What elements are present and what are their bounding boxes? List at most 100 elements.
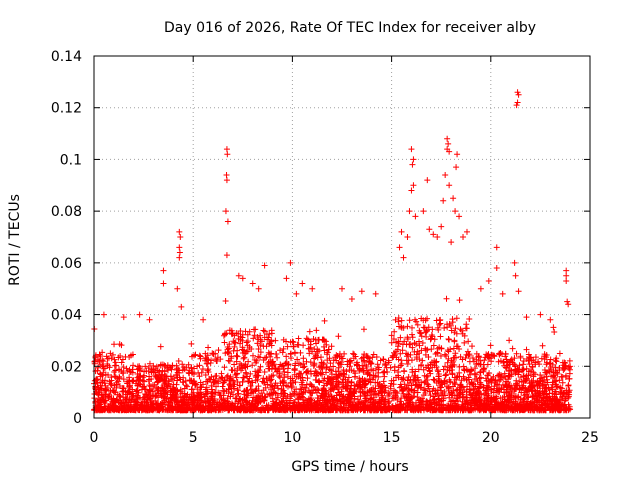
data-point xyxy=(215,347,222,354)
data-point xyxy=(514,394,521,401)
data-point xyxy=(523,314,530,321)
data-point xyxy=(181,385,188,392)
data-point xyxy=(351,382,358,389)
data-point xyxy=(392,316,399,323)
data-point xyxy=(433,402,440,409)
data-point xyxy=(299,374,306,381)
data-point xyxy=(385,359,392,366)
data-point xyxy=(206,375,213,382)
data-point xyxy=(474,406,481,413)
data-point xyxy=(172,395,179,402)
data-point xyxy=(338,396,345,403)
data-point xyxy=(136,376,143,383)
data-point xyxy=(166,364,173,371)
data-point xyxy=(457,381,464,388)
data-point xyxy=(106,364,113,371)
data-point xyxy=(213,383,220,390)
data-point xyxy=(278,405,285,412)
data-point xyxy=(297,385,304,392)
data-point xyxy=(155,394,162,401)
data-point xyxy=(472,371,479,378)
data-point xyxy=(467,407,474,414)
data-point xyxy=(204,367,211,374)
data-point xyxy=(454,397,461,404)
data-point xyxy=(407,406,414,413)
data-point xyxy=(333,373,340,380)
data-point xyxy=(224,349,231,356)
data-point xyxy=(189,406,196,413)
y-tick-label: 0.14 xyxy=(51,49,82,65)
data-point xyxy=(408,357,415,364)
data-point xyxy=(381,368,388,375)
data-point xyxy=(469,354,476,361)
data-point xyxy=(433,317,440,324)
data-point xyxy=(410,378,417,385)
data-point xyxy=(391,363,398,370)
data-point xyxy=(279,399,286,406)
data-point xyxy=(401,338,408,345)
data-point xyxy=(543,361,550,368)
data-point xyxy=(292,362,299,369)
data-point xyxy=(192,396,199,403)
data-point xyxy=(316,364,323,371)
data-point xyxy=(445,140,452,147)
data-point xyxy=(255,399,262,406)
data-point xyxy=(435,326,442,333)
data-point xyxy=(419,357,426,364)
data-point xyxy=(160,267,167,274)
data-point xyxy=(360,388,367,395)
data-point xyxy=(281,390,288,397)
data-point xyxy=(470,387,477,394)
data-point xyxy=(228,355,235,362)
data-point xyxy=(283,353,290,360)
data-point xyxy=(291,371,298,378)
data-point xyxy=(129,377,136,384)
data-point xyxy=(407,376,414,383)
data-point xyxy=(505,376,512,383)
data-point xyxy=(361,382,368,389)
data-point xyxy=(125,378,132,385)
data-point xyxy=(409,331,416,338)
data-point xyxy=(191,365,198,372)
data-point xyxy=(305,345,312,352)
data-point xyxy=(515,369,522,376)
data-point xyxy=(167,403,174,410)
data-point xyxy=(424,362,431,369)
data-point xyxy=(396,323,403,330)
data-point xyxy=(328,393,335,400)
data-point xyxy=(176,249,183,256)
data-point xyxy=(325,346,332,353)
data-point xyxy=(391,328,398,335)
data-point xyxy=(370,367,377,374)
data-point xyxy=(339,395,346,402)
data-point xyxy=(357,383,364,390)
data-point xyxy=(310,362,317,369)
data-point xyxy=(205,344,212,351)
data-point xyxy=(158,372,165,379)
data-point xyxy=(437,384,444,391)
data-point xyxy=(146,316,153,323)
data-point xyxy=(373,404,380,411)
data-point xyxy=(477,390,484,397)
y-tick-label: 0.02 xyxy=(51,359,82,375)
data-point xyxy=(92,354,99,361)
data-point xyxy=(327,405,334,412)
data-point xyxy=(256,367,263,374)
data-point xyxy=(468,367,475,374)
data-point xyxy=(487,342,494,349)
data-point xyxy=(236,364,243,371)
data-point xyxy=(191,352,198,359)
data-point xyxy=(482,390,489,397)
data-point xyxy=(450,358,457,365)
data-point xyxy=(461,367,468,374)
data-point xyxy=(551,328,558,335)
data-point xyxy=(559,379,566,386)
data-point xyxy=(264,381,271,388)
data-point xyxy=(332,382,339,389)
data-point xyxy=(336,406,343,413)
data-point xyxy=(188,393,195,400)
y-tick-label: 0.12 xyxy=(51,101,82,117)
data-point xyxy=(423,327,430,334)
data-point xyxy=(480,368,487,375)
data-point xyxy=(146,376,153,383)
